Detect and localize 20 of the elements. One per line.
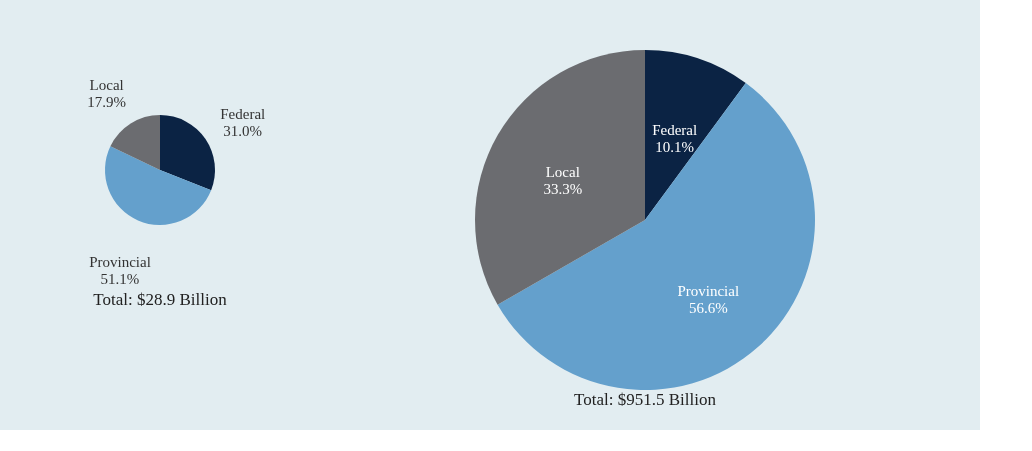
pie-slice [110,115,160,170]
slice-label: Federal [220,105,266,122]
pie-slice [475,50,645,305]
data-label: 17.9% [87,94,127,111]
slice-label: Local [545,164,580,181]
slice-label: Federal [652,121,698,138]
pie-slice [105,146,212,225]
text: Total: $951.5 Billion [574,390,717,409]
pie-slice [497,83,815,390]
slice-label: Provincial [89,253,151,270]
pie-slice [645,50,746,220]
data-label: 51.1% [100,270,140,287]
data-label: 31.0% [223,122,263,139]
slice-label: Provincial [677,282,740,299]
data-label: 10.1% [655,138,695,155]
data-label: 33.3% [543,181,583,198]
data-label: 56.6% [688,299,728,316]
text: Total: $28.9 Billion [93,290,228,309]
slice-label: Local [89,77,124,94]
pie-slice [160,115,215,191]
